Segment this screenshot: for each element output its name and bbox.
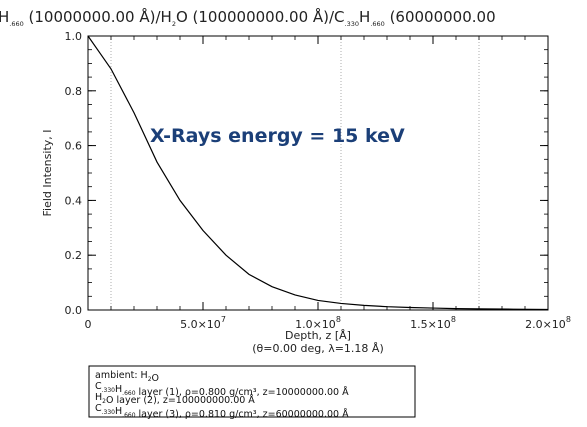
title-lead-sub: .660 [9, 20, 23, 28]
title-seg3-sub: .660 [370, 20, 384, 28]
x-axis-ticks: 0 5.0×107 1.0×108 1.5×108 2.0×108 [85, 36, 571, 331]
title-seg1-sub: 2 [172, 20, 176, 28]
energy-annotation: X-Rays energy = 15 keV [150, 125, 405, 147]
title-seg2: O (100000000.00 Å)/C [176, 7, 345, 26]
interface-lines [110, 36, 480, 310]
legend-box [88, 365, 416, 418]
plot-frame [87, 35, 549, 311]
title-seg3: H [359, 8, 370, 26]
x-axis-label-conditions: (θ=0.00 deg, λ=1.18 Å) [252, 342, 383, 355]
x-tick-label: 2.0×108 [525, 315, 571, 331]
title-seg1: (10000000.00 Å)/H [24, 7, 172, 26]
title-seg4: (60000000.00 [385, 8, 496, 26]
x-tick-label: 1.5×108 [410, 315, 456, 331]
legend-line-1: ambient: H2O [95, 370, 159, 384]
x-tick-label: 0 [85, 318, 92, 331]
x-tick-label: 1.0×108 [295, 315, 341, 331]
x-axis-label: Depth, z [Å] [285, 329, 351, 342]
y-tick-label: 0.4 [65, 194, 83, 207]
legend-line-3: H2O layer (2), z=100000000.00 Å [95, 392, 255, 406]
legend-line-2: C.330H.660 layer (1), ρ=0.800 g/cm³, z=1… [95, 381, 349, 398]
y-axis-label: Field Intensity, I [41, 129, 54, 216]
y-tick-label: 0.8 [65, 85, 83, 98]
series-line-0 [87, 35, 549, 311]
y-tick-label: 1.0 [65, 30, 83, 43]
legend-line-4: C.330H.660 layer (3), ρ=0.810 g/cm³, z=6… [95, 403, 349, 420]
x-tick-label: 5.0×107 [180, 315, 226, 331]
y-tick-label: 0.2 [65, 249, 83, 262]
y-tick-label: 0.0 [65, 304, 83, 317]
title-lead: H [0, 8, 9, 26]
chart-title: H.660 (10000000.00 Å)/H2O (100000000.00 … [0, 7, 496, 28]
y-tick-label: 0.6 [65, 140, 83, 153]
title-seg2-sub: .330 [345, 20, 359, 28]
series-layer [87, 35, 549, 311]
y-axis-ticks: 0.0 0.2 0.4 0.6 0.8 1.0 [65, 30, 548, 317]
